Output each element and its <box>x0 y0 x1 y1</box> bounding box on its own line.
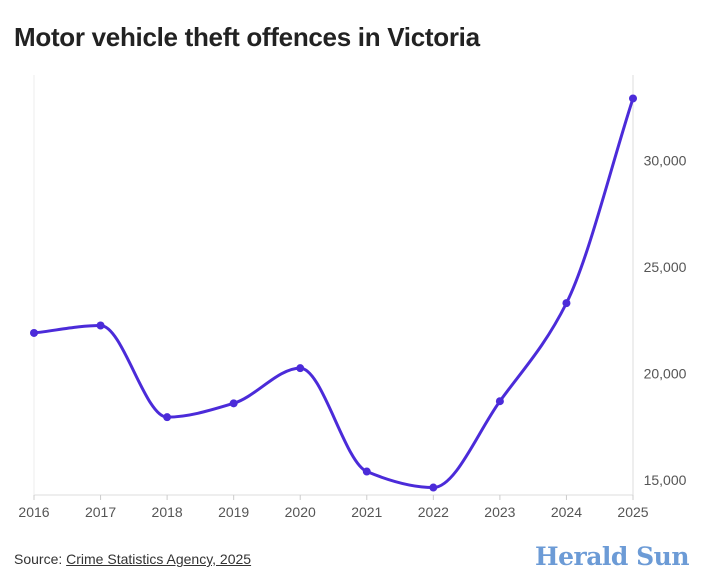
x-tick-label: 2017 <box>85 504 116 520</box>
y-tick-label: 25,000 <box>644 259 687 275</box>
chart-title: Motor vehicle theft offences in Victoria <box>14 22 480 52</box>
data-point <box>362 467 371 476</box>
series-line <box>32 96 635 490</box>
x-tick-label: 2019 <box>218 504 249 520</box>
x-tick-label: 2023 <box>484 504 515 520</box>
data-point <box>495 397 504 406</box>
y-tick-label: 30,000 <box>644 152 687 168</box>
x-tick-label: 2025 <box>617 504 648 520</box>
source-note: Source: Crime Statistics Agency, 2025 <box>14 551 251 567</box>
x-tick-label: 2022 <box>418 504 449 520</box>
x-tick-label: 2016 <box>18 504 49 520</box>
data-point <box>429 483 438 492</box>
data-point <box>629 94 637 103</box>
data-point <box>296 364 305 373</box>
source-prefix: Source: <box>14 551 67 567</box>
y-tick-label: 20,000 <box>644 365 687 381</box>
x-tick-label: 2021 <box>351 504 382 520</box>
data-point <box>163 413 172 422</box>
x-tick-label: 2024 <box>551 504 582 520</box>
data-point <box>30 328 38 337</box>
data-point <box>562 299 571 308</box>
x-tick-label: 2020 <box>285 504 316 520</box>
data-point <box>229 399 238 408</box>
y-tick-label: 15,000 <box>644 472 687 488</box>
data-point <box>96 321 105 330</box>
brand-logo: Herald Sun <box>535 542 689 571</box>
x-tick-label: 2018 <box>152 504 183 520</box>
source-link[interactable]: Crime Statistics Agency, 2025 <box>66 551 252 567</box>
